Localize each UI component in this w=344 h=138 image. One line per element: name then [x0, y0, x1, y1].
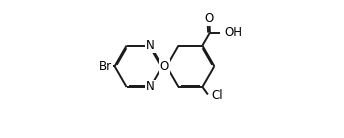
Text: O: O: [204, 12, 213, 25]
Text: Br: Br: [98, 60, 111, 73]
Text: OH: OH: [224, 26, 242, 39]
Text: N: N: [146, 80, 155, 93]
Text: O: O: [160, 60, 169, 73]
Text: N: N: [146, 39, 155, 52]
Text: Cl: Cl: [211, 89, 223, 102]
